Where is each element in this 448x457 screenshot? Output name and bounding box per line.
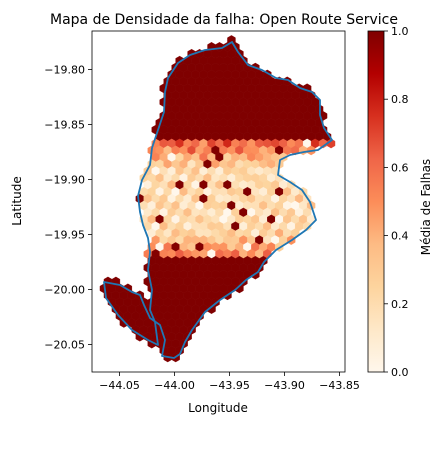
- colorbar-frame: [367, 30, 385, 373]
- hex-cell: [235, 283, 244, 294]
- colorbar-tick-label: 0.8: [391, 93, 409, 106]
- y-tick-label: −20.00: [44, 284, 85, 297]
- colorbar-tick-label: 0.2: [391, 298, 409, 311]
- plot-frame: [91, 30, 346, 373]
- y-tick-label: −19.95: [44, 229, 85, 242]
- hexbin-layer: [99, 35, 336, 363]
- x-tick-label: −43.85: [319, 379, 360, 392]
- colorbar: [368, 31, 384, 372]
- x-axis-label: Longitude: [188, 401, 248, 415]
- y-tick-label: −20.05: [44, 339, 85, 352]
- x-tick-label: −43.95: [209, 379, 250, 392]
- colorbar-tick-label: 0.4: [391, 230, 409, 243]
- y-axis: −19.80 −19.85 −19.90 −19.95 −20.00 −20.05: [44, 64, 92, 352]
- colorbar-tick-label: 0.0: [391, 366, 409, 379]
- y-axis-label: Latitude: [10, 176, 24, 225]
- y-tick-label: −19.90: [44, 174, 85, 187]
- hex-cell: [207, 304, 216, 314]
- y-tick-label: −19.80: [44, 64, 85, 77]
- colorbar-label: Média de Falhas: [419, 159, 433, 255]
- x-tick-label: −43.90: [264, 379, 305, 392]
- x-axis: −44.05 −44.00 −43.95 −43.90 −43.85: [99, 372, 360, 392]
- city-boundary-line: [103, 41, 333, 359]
- x-tick-label: −44.00: [154, 379, 195, 392]
- x-tick-label: −44.05: [99, 379, 140, 392]
- chart-title: Mapa de Densidade da falha: Open Route S…: [50, 12, 398, 28]
- colorbar-tick-label: 0.6: [391, 161, 409, 174]
- colorbar-tick-label: 1.0: [391, 25, 409, 38]
- colorbar-axis: 0.0 0.2 0.4 0.6 0.8 1.0: [384, 25, 409, 379]
- y-tick-label: −19.85: [44, 119, 85, 132]
